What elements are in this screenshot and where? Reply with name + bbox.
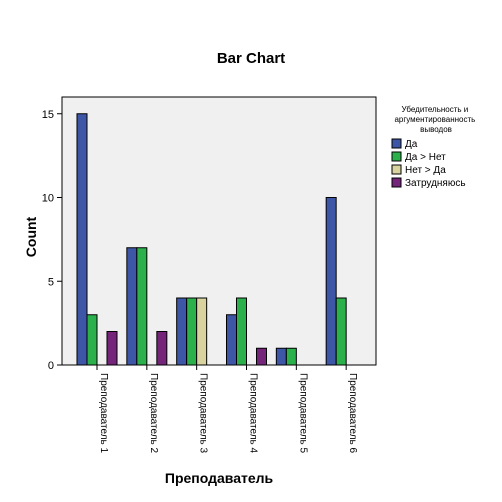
bar (106, 331, 118, 366)
legend-swatch (391, 151, 402, 162)
y-axis-label: Count (23, 216, 39, 257)
legend-swatch (391, 177, 402, 188)
x-axis: Преподаватель 1 Преподаватель 2 Преподават… (96, 365, 358, 454)
bar (176, 297, 188, 366)
y-tick-label: 0 (48, 360, 54, 372)
plot-area (61, 96, 377, 366)
x-tick-label: Преподаватель 5 (297, 373, 308, 454)
legend-label: Да (405, 139, 418, 150)
legend: Убедительность и аргументированность выв… (391, 105, 477, 189)
bar (156, 331, 168, 366)
bars-group (76, 113, 347, 366)
bar (236, 297, 247, 366)
x-tick-label: Преподаватель 1 (98, 373, 109, 454)
bar (335, 297, 347, 366)
legend-title-line: аргументированность (394, 115, 475, 124)
y-tick-label: 5 (48, 276, 54, 288)
bar (186, 297, 198, 366)
bar (285, 347, 297, 366)
bar (136, 247, 148, 366)
x-axis-label: Преподаватель (165, 470, 274, 486)
legend-title: Убедительность и аргументированность выв… (394, 105, 477, 134)
bar (196, 297, 208, 366)
y-tick-label: 15 (42, 109, 54, 121)
legend-swatch (391, 164, 402, 175)
x-tick-label: Преподаватель 3 (198, 373, 209, 454)
x-tick-label: Преподаватель 6 (347, 373, 358, 454)
bar (325, 197, 337, 366)
bar (86, 314, 98, 366)
bar (226, 314, 237, 366)
y-axis: 0 5 10 15 (42, 109, 62, 372)
legend-title-line: выводов (420, 125, 452, 134)
y-tick-label: 10 (42, 193, 54, 205)
x-tick-label: Преподаватель 4 (248, 373, 259, 454)
legend-label: Да > Нет (405, 152, 446, 163)
bar (275, 347, 287, 366)
legend-label: Нет > Да (405, 165, 446, 176)
bar (126, 247, 138, 366)
bar (76, 113, 88, 366)
legend-label: Затрудняюсь (405, 178, 466, 189)
chart-title: Bar Chart (217, 50, 285, 67)
legend-swatch (391, 138, 402, 149)
bar (256, 347, 267, 366)
legend-title-line: Убедительность и (401, 105, 468, 114)
x-tick-label: Преподаватель 2 (148, 373, 159, 454)
